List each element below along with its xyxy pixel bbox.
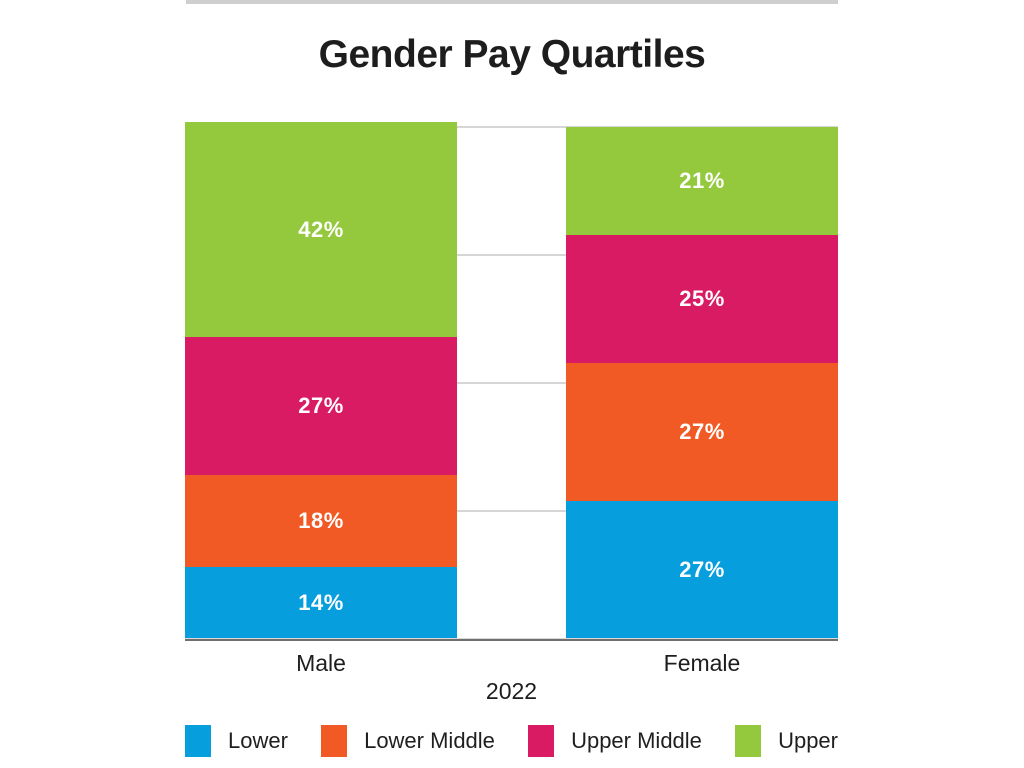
segment-value-label: 18%	[298, 508, 344, 533]
bar-female: 21% 25% 27% 27%	[566, 127, 838, 639]
x-axis-title: 2022	[485, 678, 538, 704]
category-label-male: Male	[296, 650, 346, 676]
legend-item-lower: Lower	[185, 725, 288, 757]
segment-value-label: 42%	[298, 216, 344, 242]
legend-swatch-upper	[735, 725, 762, 757]
segment-value-label: 27%	[679, 419, 725, 444]
segment-value-label: 27%	[298, 393, 344, 418]
legend-label: Upper	[778, 728, 838, 753]
segment-female-lower: 27%	[566, 501, 838, 639]
chart-top-border	[186, 0, 838, 4]
category-label-female: Female	[663, 650, 741, 676]
segment-female-upper-middle: 25%	[566, 235, 838, 363]
bar-male: 42% 27% 18% 14%	[185, 122, 457, 639]
gridline-25	[185, 510, 838, 512]
legend-swatch-lower	[185, 725, 211, 757]
legend-label: Lower Middle	[364, 728, 495, 753]
legend-label: Upper Middle	[571, 728, 702, 753]
segment-male-lower: 14%	[185, 567, 457, 639]
legend-item-lower-middle: Lower Middle	[321, 725, 495, 757]
segment-value-label: 25%	[679, 286, 725, 311]
chart-title: Gender Pay Quartiles	[318, 33, 706, 76]
segment-male-upper: 42%	[185, 122, 457, 337]
legend-item-upper-middle: Upper Middle	[528, 725, 702, 757]
gridline-100	[185, 126, 838, 128]
legend: Lower Lower Middle Upper Middle Upper	[185, 723, 838, 759]
legend-item-upper: Upper	[735, 725, 838, 757]
segment-value-label: 27%	[679, 557, 725, 582]
segment-female-upper: 21%	[566, 127, 838, 235]
legend-swatch-lower-middle	[321, 725, 348, 757]
x-axis-line	[185, 638, 838, 641]
gridline-50	[185, 382, 838, 384]
segment-value-label: 14%	[298, 590, 344, 615]
gridline-75	[185, 254, 838, 256]
legend-label: Lower	[228, 728, 288, 753]
segment-male-lower-middle: 18%	[185, 475, 457, 567]
segment-male-upper-middle: 27%	[185, 337, 457, 475]
segment-value-label: 21%	[679, 168, 725, 193]
segment-female-lower-middle: 27%	[566, 363, 838, 501]
legend-swatch-upper-middle	[528, 725, 555, 757]
plot-area: 42% 27% 18% 14% 21% 25% 27% 27%	[185, 0, 838, 642]
